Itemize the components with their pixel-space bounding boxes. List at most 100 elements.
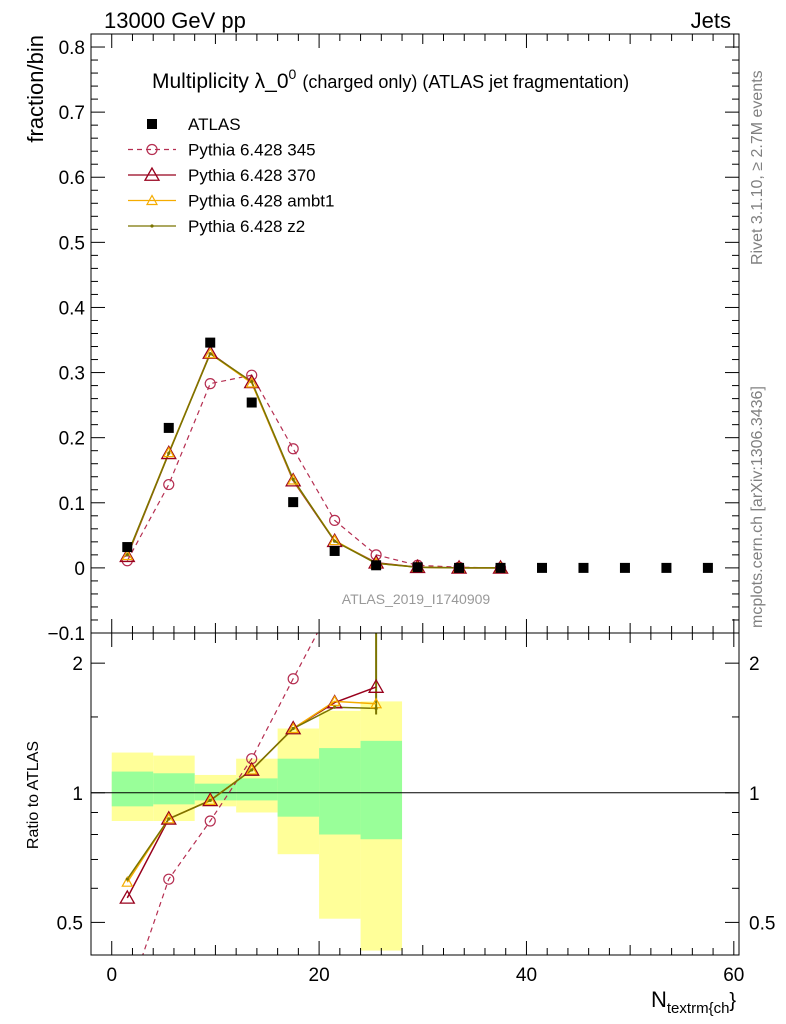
ratio-panel: Ratio to ATLAS 0 20 40 60 0.5 0.5 1 1 2 2 [25, 632, 775, 986]
ratio-y-tick-label: 2 [72, 654, 83, 675]
data-point [702, 562, 713, 573]
data-point [328, 534, 341, 546]
uncertainty-band-green [277, 758, 320, 817]
data-point [143, 166, 161, 181]
ratio-y-tick-label-right: 1 [749, 784, 760, 805]
header-right: Jets [691, 8, 731, 33]
ratio-y-tick-label-right: 0.5 [749, 913, 775, 934]
y-tick-label: 0.5 [59, 233, 85, 254]
uncertainty-band-green [111, 771, 154, 807]
y-tick-label: 0.3 [59, 364, 85, 385]
data-point [246, 397, 257, 408]
y-tick-label: 0 [74, 559, 85, 580]
data-point [119, 889, 136, 904]
data-point [333, 705, 337, 709]
x-tick-label: 20 [309, 965, 330, 986]
watermark: ATLAS_2019_I1740909 [342, 591, 491, 607]
ratio-frame [90, 632, 740, 956]
data-point [160, 444, 177, 460]
data-point [288, 497, 299, 508]
main-title-text: Multiplicity λ_0 [152, 70, 289, 93]
data-point [661, 562, 672, 573]
x-axis-label: Ntextrm{ch} [651, 987, 736, 1017]
legend-label: Pythia 6.428 z2 [188, 217, 305, 236]
data-point [125, 553, 129, 557]
uncertainty-band-green [153, 773, 195, 805]
data-point [204, 378, 216, 390]
uncertainty-band-green [319, 748, 361, 835]
data-point [204, 815, 216, 827]
data-point [208, 798, 212, 803]
data-point [119, 547, 136, 563]
data-point [412, 562, 423, 573]
data-point [205, 337, 216, 348]
y-tick-label: −0.1 [47, 624, 85, 645]
y-tick-label: 0.7 [59, 103, 85, 124]
ratio-y-tick-label: 0.5 [57, 913, 83, 934]
side-label-bottom: mcplots.cern.ch [arXiv:1306.3436] [749, 386, 766, 628]
data-point [367, 678, 385, 693]
uncertainty-band-green [360, 740, 403, 840]
data-point [167, 451, 171, 455]
data-point [619, 562, 630, 573]
series-line [126, 352, 501, 569]
x-tick-label: 0 [106, 965, 117, 986]
main-title: Multiplicity λ_00 (charged only) (ATLAS j… [152, 66, 629, 93]
legend-label: Pythia 6.428 345 [188, 141, 316, 160]
ratio-point [121, 875, 134, 887]
main-data [119, 337, 713, 574]
data-point [333, 539, 337, 543]
data-point [287, 443, 299, 455]
data-point [371, 560, 382, 571]
ratio-point [245, 763, 258, 775]
series-line [126, 351, 501, 569]
legend-label: ATLAS [188, 115, 241, 134]
data-point [329, 545, 340, 556]
legend-label: Pythia 6.428 370 [188, 166, 316, 185]
ratio-y-tick-label: 1 [72, 784, 83, 805]
ratio-bands [111, 701, 403, 951]
ratio-point [204, 794, 217, 806]
data-point [329, 514, 341, 526]
main-panel: Multiplicity λ_00 (charged only) (ATLAS j… [23, 33, 740, 645]
data-point [291, 726, 295, 731]
ratio-y-label: Ratio to ATLAS [25, 741, 42, 849]
x-label-sub: textrm{ch [667, 1000, 730, 1017]
y-tick-label: 0.1 [59, 494, 85, 515]
main-title-sup: 0 [289, 66, 297, 82]
ratio-y-tick-label-right: 2 [749, 654, 760, 675]
ratio-series-line [142, 633, 319, 955]
data-point [160, 810, 177, 825]
data-point [370, 549, 382, 561]
legend-label: Pythia 6.428 ambt1 [188, 192, 334, 211]
data-point [122, 542, 133, 553]
data-point [285, 472, 302, 487]
uncertainty-band-green [236, 778, 278, 801]
data-point [147, 119, 157, 129]
ratio-point [162, 812, 175, 824]
data-point [454, 562, 465, 573]
ratio-series-group [119, 633, 385, 955]
data-point [287, 673, 299, 685]
data-point [121, 549, 134, 561]
legend: ATLAS Pythia 6.428 345 Pythia 6.428 370 Pyt… [128, 115, 334, 236]
uncertainty-band-green [194, 783, 237, 801]
data-point [374, 706, 378, 711]
ratio-point [287, 722, 300, 734]
data-point [125, 877, 129, 881]
data-point [537, 562, 548, 573]
y-tick-label: 0.8 [59, 38, 85, 59]
data-point [495, 562, 506, 573]
x-label-main: N [651, 987, 667, 1012]
data-point [250, 768, 254, 772]
y-tick-label: 0.6 [59, 168, 85, 189]
data-point [204, 347, 217, 359]
x-label-tail: } [729, 990, 736, 1012]
data-point [163, 478, 175, 491]
series-line [126, 374, 501, 569]
ratio-point [328, 695, 341, 707]
data-point [162, 446, 175, 458]
data-point [243, 761, 260, 776]
data-point [146, 143, 158, 156]
data-point [167, 817, 171, 821]
